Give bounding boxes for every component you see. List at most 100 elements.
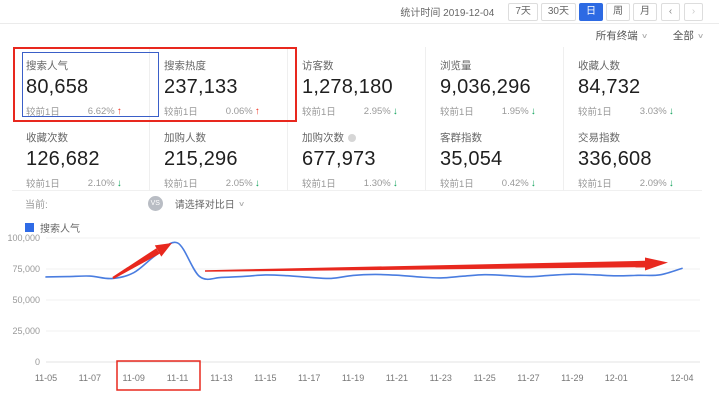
- metric-value: 677,973: [302, 148, 376, 170]
- compare-percent: 2.05%: [225, 177, 253, 189]
- category-filter-label: 全部: [672, 30, 694, 42]
- svg-text:11-07: 11-07: [79, 373, 101, 383]
- metric-value: 126,682: [26, 148, 100, 170]
- annotation-rise-arrow: [112, 243, 172, 279]
- svg-text:11-29: 11-29: [561, 373, 583, 383]
- chevron-down-icon: ∨: [237, 200, 245, 208]
- metric-title: 收藏人数: [578, 60, 620, 72]
- metric-card[interactable]: 浏览量 9,036,296 较前1日 1.95% ↓: [426, 47, 564, 119]
- metric-card[interactable]: 搜索热度 237,133 较前1日 0.06% ↑: [150, 47, 288, 119]
- svg-text:11-25: 11-25: [473, 373, 495, 383]
- compare-controls: 当前: VS 请选择对比日 ∨: [25, 196, 245, 211]
- metric-title: 搜索热度: [164, 60, 206, 72]
- svg-text:12-01: 12-01: [605, 373, 628, 383]
- svg-text:11-11: 11-11: [167, 373, 189, 383]
- metric-title: 搜索人气: [26, 60, 68, 72]
- svg-text:11-13: 11-13: [210, 373, 232, 383]
- metric-card[interactable]: 加购人数 215,296 较前1日 2.05% ↓: [150, 119, 288, 191]
- svg-text:11-19: 11-19: [342, 373, 364, 383]
- chevron-down-icon: ∨: [640, 32, 648, 40]
- trend-chart: 0 25,000 50,000 75,000 100,000 11-05 11-07 11-…: [0, 205, 719, 400]
- svg-text:12-04: 12-04: [670, 373, 693, 383]
- metric-card[interactable]: 访客数 1,278,180 较前1日 2.95% ↓: [288, 47, 426, 119]
- next-date-button[interactable]: ›: [684, 2, 703, 21]
- range-button-周[interactable]: 周: [606, 2, 630, 21]
- compare-date-select-label: 请选择对比日: [174, 200, 235, 211]
- compare-label: 较前1日: [578, 107, 612, 118]
- metric-card[interactable]: 加购次数 677,973 较前1日 1.30% ↓: [288, 119, 426, 191]
- compare-label: 较前1日: [164, 179, 198, 190]
- compare-label: 较前1日: [578, 179, 612, 190]
- trend-arrow-icon: ↓: [668, 177, 674, 189]
- svg-text:25,000: 25,000: [12, 326, 40, 336]
- metric-cards: 搜索人气 80,658 较前1日 6.62% ↑ 搜索热度 237,133 较前…: [12, 47, 702, 191]
- range-button-月[interactable]: 月: [633, 2, 657, 21]
- svg-text:11-15: 11-15: [254, 373, 276, 383]
- metric-title: 加购次数: [302, 132, 344, 144]
- metric-title: 收藏次数: [26, 132, 68, 144]
- terminal-filter-label: 所有终端: [595, 30, 638, 42]
- info-icon: [348, 133, 356, 142]
- stat-date: 2019-12-04: [443, 8, 495, 19]
- metric-card[interactable]: 搜索人气 80,658 较前1日 6.62% ↑: [12, 47, 150, 119]
- metric-value: 84,732: [578, 76, 641, 98]
- metric-title: 浏览量: [440, 60, 472, 72]
- metric-card[interactable]: 客群指数 35,054 较前1日 0.42% ↓: [426, 119, 564, 191]
- compare-label: 较前1日: [26, 107, 60, 118]
- metric-value: 35,054: [440, 148, 503, 170]
- range-button-日[interactable]: 日: [579, 2, 603, 21]
- range-button-30天[interactable]: 30天: [540, 2, 576, 21]
- trend-arrow-icon: ↓: [530, 177, 536, 189]
- metric-value: 80,658: [26, 76, 89, 98]
- metric-title: 访客数: [302, 60, 334, 72]
- svg-text:11-23: 11-23: [430, 373, 452, 383]
- y-axis-labels: 0 25,000 50,000 75,000 100,000: [7, 233, 40, 367]
- prev-date-button[interactable]: ‹: [661, 2, 680, 21]
- metric-card[interactable]: 收藏人数 84,732 较前1日 3.03% ↓: [564, 47, 702, 119]
- compare-percent: 2.09%: [639, 177, 667, 189]
- compare-label: 较前1日: [440, 179, 474, 190]
- chevron-down-icon: ∨: [696, 32, 705, 40]
- metric-title: 加购人数: [164, 132, 206, 144]
- annotation-flat-arrow: [205, 257, 668, 272]
- legend-swatch: [25, 223, 34, 232]
- svg-text:50,000: 50,000: [12, 295, 40, 305]
- annotation-xaxis-highlight-box: [116, 360, 201, 391]
- compare-percent: 0.42%: [501, 177, 529, 189]
- metric-value: 336,608: [578, 148, 652, 170]
- compare-percent: 2.10%: [87, 177, 115, 189]
- metric-value: 215,296: [164, 148, 238, 170]
- category-filter-dropdown[interactable]: 全部 ∨: [672, 28, 705, 43]
- metric-title: 客群指数: [440, 132, 482, 144]
- metric-value: 1,278,180: [302, 76, 393, 98]
- svg-text:11-05: 11-05: [35, 373, 57, 383]
- stat-time: 统计时间 2019-12-04: [400, 4, 494, 19]
- compare-label: 较前1日: [164, 107, 198, 118]
- metric-title: 交易指数: [578, 132, 620, 144]
- compare-label: 较前1日: [440, 107, 474, 118]
- compare-label: 较前1日: [302, 107, 336, 118]
- trend-arrow-icon: ↓: [668, 105, 674, 117]
- compare-percent: 1.95%: [501, 105, 529, 117]
- trend-arrow-icon: ↑: [116, 105, 122, 117]
- compare-percent: 1.30%: [363, 177, 391, 189]
- range-button-7天[interactable]: 7天: [508, 2, 538, 21]
- svg-text:75,000: 75,000: [12, 264, 40, 274]
- compare-percent: 3.03%: [639, 105, 667, 117]
- trend-arrow-icon: ↑: [254, 105, 260, 117]
- svg-text:0: 0: [35, 357, 40, 367]
- svg-text:11-21: 11-21: [386, 373, 408, 383]
- x-axis-labels: 11-05 11-07 11-09 11-11 11-13 11-15 11-17 11-19…: [35, 373, 694, 383]
- terminal-filter-dropdown[interactable]: 所有终端 ∨: [595, 28, 648, 43]
- compare-percent: 6.62%: [87, 105, 115, 117]
- svg-text:11-09: 11-09: [123, 373, 145, 383]
- metric-card[interactable]: 收藏次数 126,682 较前1日 2.10% ↓: [12, 119, 150, 191]
- svg-text:11-27: 11-27: [517, 373, 539, 383]
- metric-value: 237,133: [164, 76, 238, 98]
- stat-time-label: 统计时间: [400, 8, 441, 19]
- metric-card[interactable]: 交易指数 336,608 较前1日 2.09% ↓: [564, 119, 702, 191]
- chart-legend-item[interactable]: 搜索人气: [25, 220, 80, 235]
- compare-date-select[interactable]: 请选择对比日 ∨: [174, 196, 245, 211]
